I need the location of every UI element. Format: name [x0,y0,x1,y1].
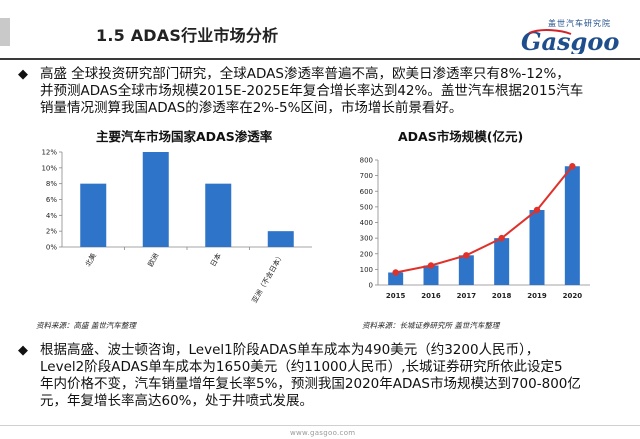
bar [564,166,580,285]
y-tick-label: 100 [360,266,373,274]
y-tick-label: 4% [46,212,57,220]
bar [205,183,232,247]
x-tick-label: 2018 [492,292,512,300]
y-tick-label: 200 [360,250,373,258]
y-tick-label: 700 [360,172,373,180]
paragraph-line: Level2阶段ADAS单车成本为1650美元（约11000人民币）,长城证券研… [40,359,563,375]
right-chart-title: ADAS市场规模(亿元) [398,129,524,144]
bar [423,265,439,285]
left-chart-title: 主要汽车市场国家ADAS渗透率 [96,129,273,144]
x-tick-label: 2016 [421,292,441,300]
y-tick-label: 10% [41,164,57,172]
forecast-paragraph: 根据高盛、波士顿咨询，Level1阶段ADAS单车成本为490美元（约3200人… [40,342,635,410]
header-accent-bar [0,18,10,46]
bar [267,231,294,247]
right-chart-source: 资料来源：长城证券研究所 盖世汽车整理 [362,321,500,330]
bar [142,152,169,247]
x-tick-label: 日本 [208,252,223,269]
trend-point [427,262,435,269]
paragraph-line: 年内价格不变，汽车销量增年复长率5%，预测我国2020年ADAS市场规模达到70… [40,376,581,392]
x-tick-label: 亚洲（不含日本） [250,252,286,305]
y-tick-label: 800 [360,157,373,165]
y-tick-label: 2% [46,228,57,236]
bullet-icon: ◆ [18,67,28,82]
trend-point [392,269,399,276]
header-divider [0,58,640,60]
intro-paragraph: 高盛 全球投资研究部门研究，全球ADAS渗透率普遍不高，欧美日渗透率只有8%-1… [40,66,630,117]
y-tick-label: 300 [360,235,373,243]
left-chart-source: 资料来源：高盛 盖世汽车整理 [36,321,136,330]
bar [388,272,404,285]
bullet-icon: ◆ [18,343,28,358]
y-tick-label: 600 [360,188,373,196]
y-tick-label: 6% [46,196,57,204]
bar [494,238,510,285]
bar [458,255,474,285]
paragraph-line: 根据高盛、波士顿咨询，Level1阶段ADAS单车成本为490美元（约3200人… [40,342,540,358]
trend-point [498,234,505,242]
page-title: 1.5 ADAS行业市场分析 [96,26,279,45]
y-tick-label: 12% [41,149,57,157]
bar [529,210,545,285]
penetration-chart: 0% 2% 4% 6% 8% 10% 12% 北美 欧洲 日本 亚洲（不含日本） [41,149,312,305]
gasgoo-logo: Gasgoo [521,28,619,54]
trend-point [463,252,470,259]
trend-point [569,163,576,170]
y-tick-label: 500 [360,203,373,211]
y-tick-label: 0% [46,244,57,252]
paragraph-line: 销量情况测算我国ADAS的渗透率在2%-5%区间，市场增长前景看好。 [40,100,463,116]
x-tick-label: 2015 [386,292,406,300]
y-tick-label: 0 [369,282,373,290]
x-tick-label: 2020 [563,292,583,300]
x-tick-label: 欧洲 [146,252,161,269]
x-tick-label: 2019 [527,292,547,300]
y-tick-label: 400 [360,219,373,227]
y-tick-label: 8% [46,180,57,188]
footer-url: www.gasgoo.com [290,429,356,437]
paragraph-line: 并预测ADAS全球市场规模2015E-2025E年复合增长率达到42%。盖世汽车… [40,83,584,99]
bar [80,183,107,247]
paragraph-line: 元，年复增长率高达60%，处于井喷式发展。 [40,393,314,409]
x-tick-label: 2017 [457,292,477,300]
paragraph-line: 高盛 全球投资研究部门研究，全球ADAS渗透率普遍不高，欧美日渗透率只有8%-1… [40,66,570,82]
x-tick-label: 北美 [83,252,98,269]
footer-divider [0,425,640,426]
trend-line [395,165,574,274]
logo-wordmark: Gasgoo [521,28,619,54]
market-size-chart: 0 100 200 300 400 500 600 700 800 2015 2016 2017 201… [360,157,590,300]
trend-point [533,206,541,214]
logo-caption: 盖世汽车研究院 [548,19,611,28]
